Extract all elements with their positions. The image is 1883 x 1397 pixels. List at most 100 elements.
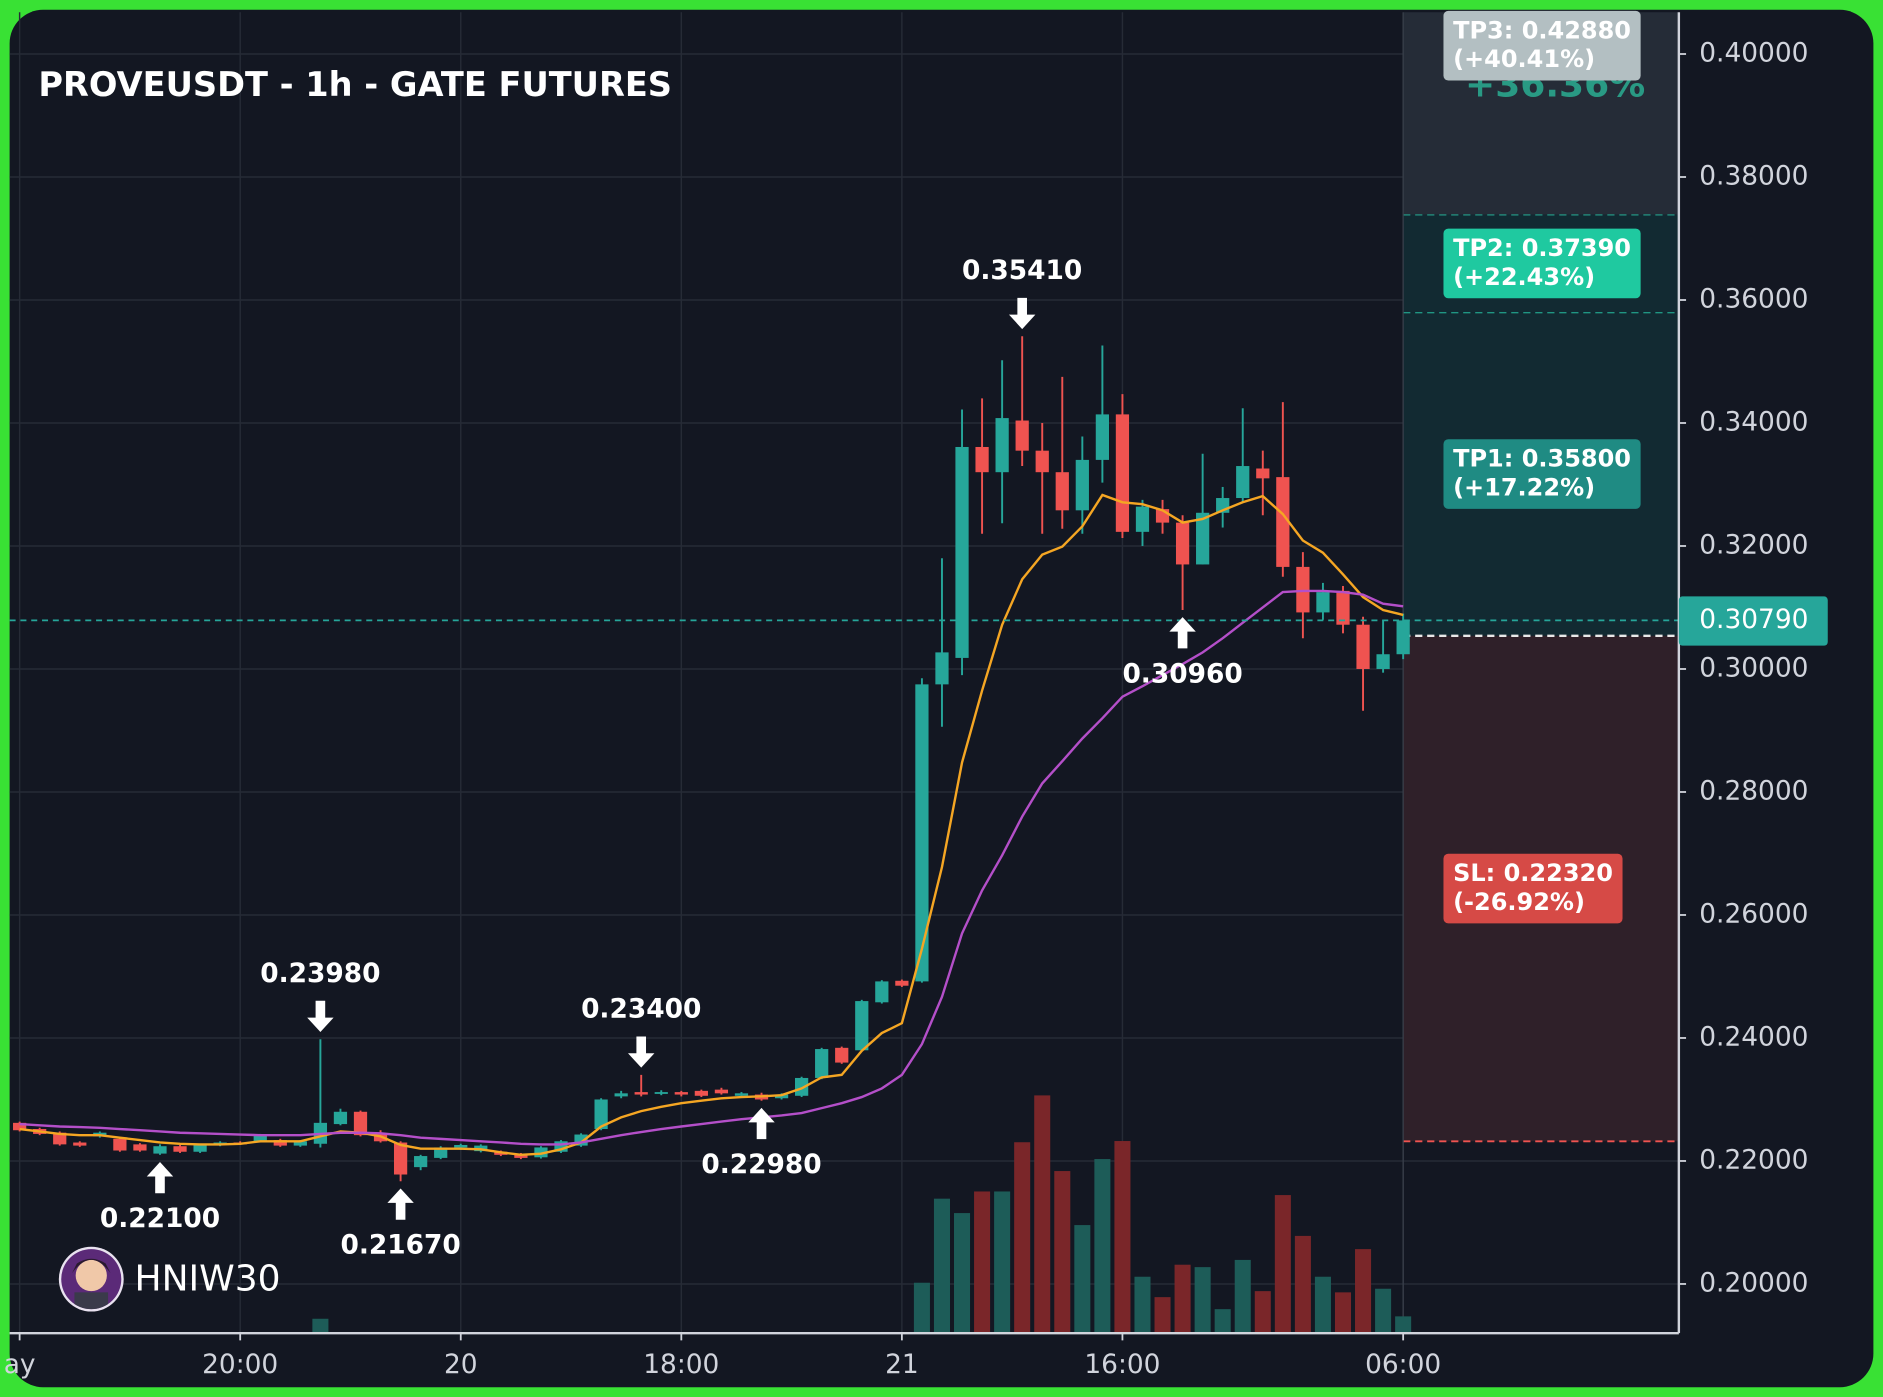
candle-body [514,1154,528,1158]
annotation-label: 0.35410 [962,255,1082,286]
position-label: TP2: 0.37390 [1453,234,1631,262]
candle-body [975,446,989,473]
candle-body [654,1092,668,1094]
candle-body [1396,620,1410,655]
volume-bar [1395,1316,1412,1334]
candle-body [1336,590,1350,625]
candle-body [774,1094,789,1099]
axes: 0.20000 0.22000 0.24000 0.26000 0.28000 0.300… [4,38,1828,1380]
volume-bar [933,1198,950,1334]
volume-bar [1114,1141,1131,1334]
candle-body [1276,477,1290,567]
x-tick-label: ay [4,1349,36,1380]
position-change: (+40.41%) [1453,45,1595,73]
volume-bar [1314,1276,1331,1334]
x-tick-label: 06:00 [1365,1349,1441,1380]
candle-body [815,1049,829,1078]
candle-body [454,1144,468,1148]
candle-body [1256,468,1270,479]
candle-body [133,1144,147,1151]
candle-body [353,1111,368,1136]
position-labels: +36.36%TP1: 0.35800(+17.22%)TP2: 0.37390… [1443,10,1645,924]
y-tick-label: 0.28000 [1699,775,1808,806]
volume-bar [1134,1276,1151,1334]
candle-body [634,1092,648,1095]
volume-bar [1094,1159,1111,1334]
candle-body [614,1093,628,1097]
candle-body [193,1144,207,1152]
candle-body [714,1089,729,1094]
volume-bar [1034,1095,1051,1334]
candle-body [153,1146,167,1154]
candle-body [1095,414,1110,460]
chart-title: PROVEUSDT - 1h - GATE FUTURES [38,65,672,104]
candle-body [995,418,1009,473]
candle-body [574,1134,588,1146]
candle-body [1296,566,1310,613]
annotation-arrow [307,1000,334,1033]
annotations: 0.22100 0.23980 0.21670 0.23400 0.22980 0.354… [100,255,1243,1261]
candle-body [1015,420,1029,451]
annotation-label: 0.23400 [581,994,701,1025]
volume-bar [994,1191,1011,1334]
volume-bar [1375,1288,1392,1334]
position-change: (+22.43%) [1453,263,1595,291]
candle-body [414,1156,428,1168]
candle-body [53,1132,67,1145]
candle-body [674,1092,688,1095]
candle-body [1376,654,1390,669]
candle-body [333,1111,348,1125]
annotation-arrow [1008,297,1036,330]
volume-bar [974,1191,991,1334]
position-label-box [1443,853,1623,924]
volume-bar [1294,1235,1311,1334]
volume-bar [1254,1291,1271,1334]
candle-body [1196,512,1210,565]
candle-body [1035,450,1049,473]
y-tick-label: 0.24000 [1699,1021,1808,1052]
candle-body [1236,466,1250,499]
volume-bar [1214,1309,1231,1334]
candle-body [293,1141,307,1146]
candle-body [1075,459,1089,511]
volume-bar [1334,1292,1352,1334]
volume-bar [1355,1249,1372,1334]
y-tick-label: 0.34000 [1699,406,1808,437]
candle-body [955,446,969,658]
annotation-label: 0.30960 [1122,658,1242,689]
x-tick-label: 21 [885,1349,919,1380]
volume-bar [913,1282,930,1334]
candle-body [534,1147,548,1158]
annotation-label: 0.22980 [701,1149,821,1180]
volume-bar [1234,1259,1251,1334]
candles [13,336,1410,1182]
annotation-arrow [387,1188,414,1220]
volume-bar [1194,1267,1211,1334]
x-tick-label: 20:00 [202,1349,278,1380]
candle-body [855,1001,869,1051]
annotation-arrow [748,1107,775,1140]
annotation-label: 0.23980 [260,958,380,989]
x-tick-label: 18:00 [643,1349,719,1380]
candle-body [13,1122,27,1131]
y-tick-label: 0.22000 [1699,1144,1808,1175]
candle-body [113,1138,127,1151]
candle-body [935,652,949,685]
volume-bar [1074,1225,1091,1334]
candle-body [694,1090,708,1096]
candle-body [554,1141,568,1152]
volume-bar [1054,1171,1071,1334]
position-label: TP1: 0.35800 [1453,445,1631,473]
candle-body [1316,592,1330,613]
volume-bar [954,1213,971,1334]
x-tick-label: 16:00 [1084,1349,1160,1380]
candle-body [795,1077,809,1096]
y-tick-label: 0.26000 [1699,898,1808,929]
y-tick-label: 0.36000 [1699,284,1808,315]
annotation-label: 0.21670 [340,1230,460,1261]
y-tick-label: 0.20000 [1699,1267,1808,1298]
watermark: HNIW30 [135,1258,281,1299]
candle-body [895,980,909,986]
